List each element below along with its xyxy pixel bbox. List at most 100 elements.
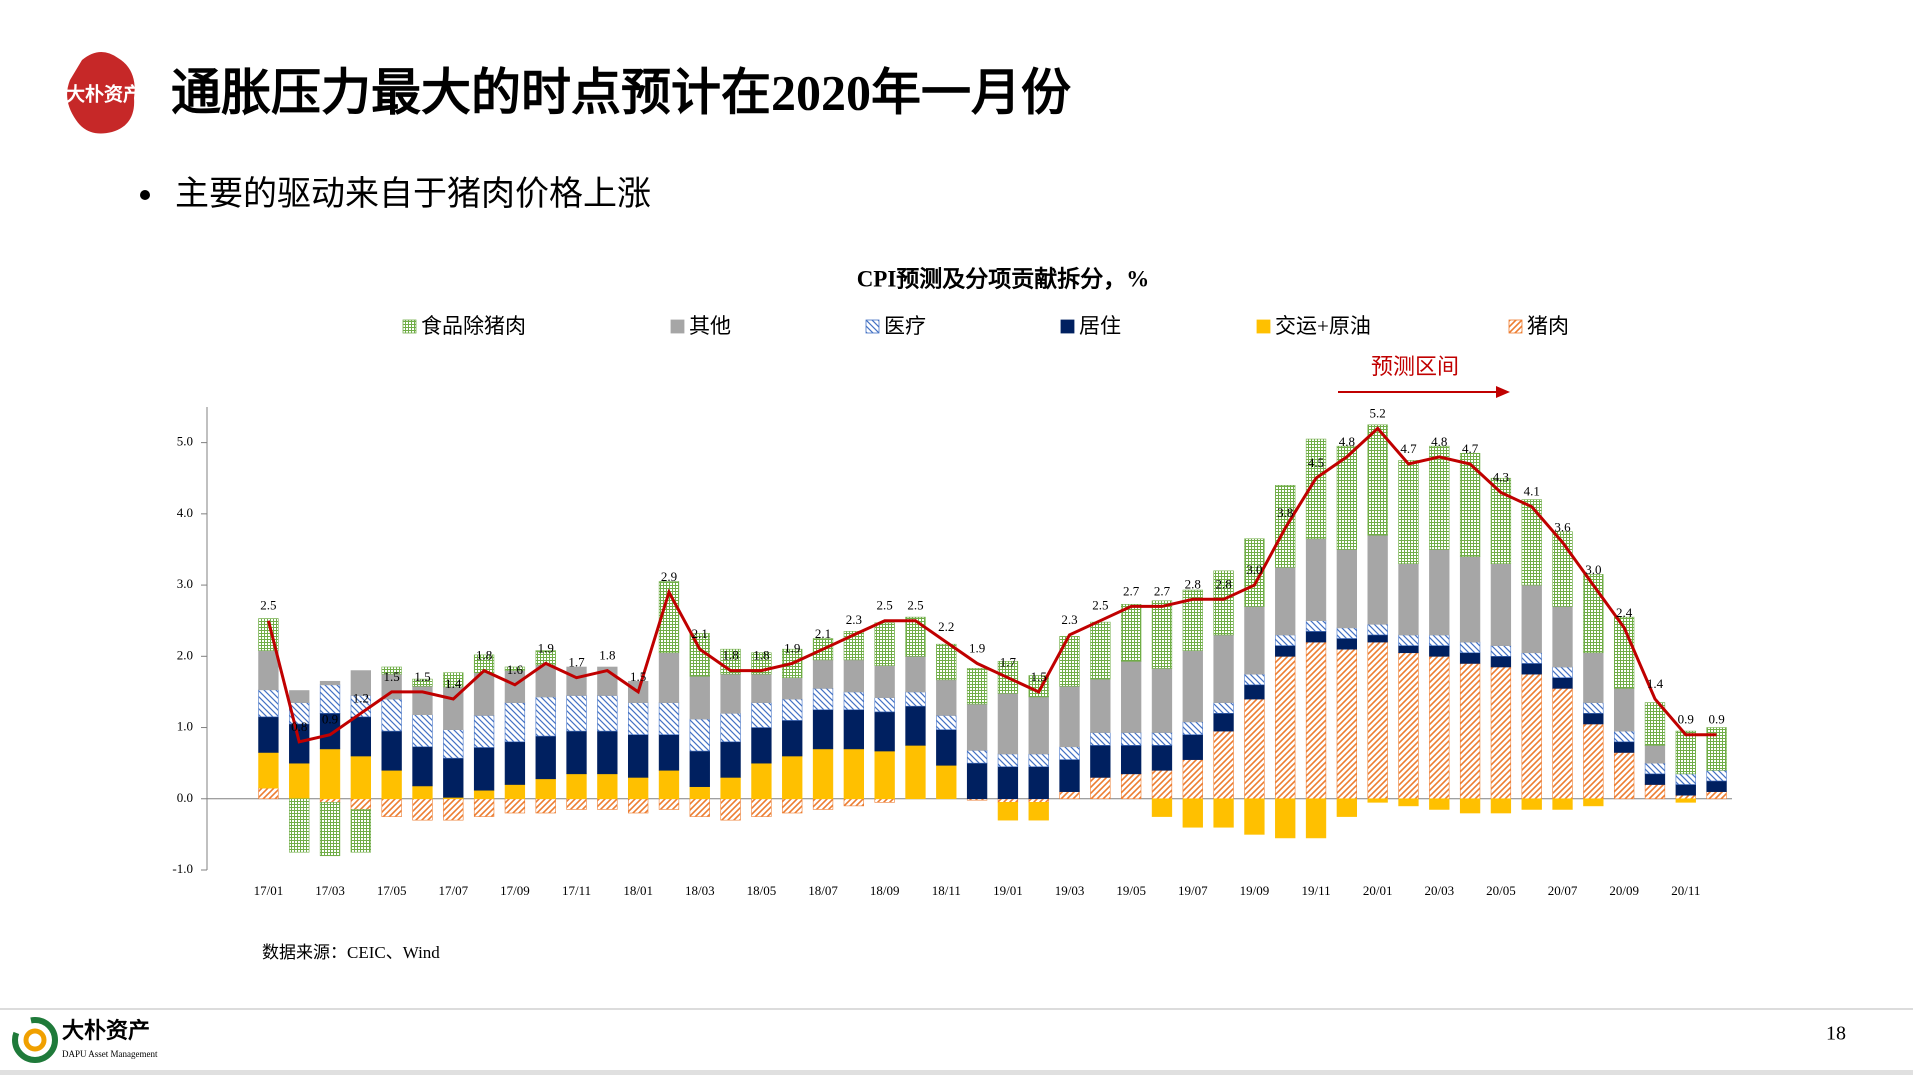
bar-segment [658, 652, 680, 703]
bar-segment [1459, 663, 1481, 800]
bar-segment [1120, 745, 1142, 775]
bar-segment [1552, 798, 1573, 810]
bar-segment [1182, 589, 1203, 651]
bar-segment [874, 711, 895, 752]
bar-segment [1151, 769, 1173, 800]
bar-segment [1459, 556, 1481, 643]
bar-segment [1305, 798, 1327, 839]
legend-label: 医疗 [884, 314, 926, 338]
bar-segment [905, 691, 926, 707]
legend-label: 其他 [689, 314, 731, 338]
bar-segment [1521, 663, 1542, 675]
bar-segment [1675, 798, 1696, 803]
bar-segment [1213, 634, 1234, 703]
bar-segment [319, 684, 341, 714]
bar-segment [1521, 499, 1542, 586]
bar-segment [1552, 688, 1573, 800]
bar-segment [1120, 773, 1142, 800]
bar-segment [566, 666, 587, 696]
data-label: 2.7 [1123, 583, 1140, 598]
bar-segment [1151, 798, 1173, 817]
bar-segment [504, 666, 526, 671]
bar-segment [258, 689, 279, 718]
x-tick-label: 17/03 [315, 883, 345, 898]
bar-segment [319, 802, 341, 857]
data-label: 1.7 [568, 655, 585, 670]
bar-segment [1675, 730, 1696, 775]
data-label: 1.4 [445, 676, 462, 691]
bar-segment [1583, 723, 1604, 800]
legend-swatch [402, 319, 417, 334]
data-label: 1.5 [630, 669, 646, 684]
y-tick-label: -1.0 [172, 861, 193, 876]
x-tick-label: 20/07 [1548, 883, 1578, 898]
bar-segment [966, 703, 988, 751]
logo-text: 大朴资产 [66, 82, 142, 105]
bar-segment [1059, 685, 1080, 748]
bar-segment [412, 678, 433, 687]
bar-segment [381, 769, 402, 800]
bar-segment [381, 666, 402, 675]
data-label: 1.5 [414, 669, 430, 684]
bar-segment [1429, 798, 1450, 810]
bar-segment [843, 659, 865, 693]
footer-logo-core [23, 1028, 47, 1052]
bar-segment [1367, 634, 1388, 643]
bar-segment [997, 693, 1019, 755]
x-tick-label: 19/05 [1116, 883, 1146, 898]
bar-segment [1367, 641, 1388, 800]
bar-segment [1090, 678, 1111, 733]
data-label: 2.1 [815, 626, 831, 641]
x-tick-label: 18/03 [685, 883, 715, 898]
footer-logo-ring [12, 1017, 58, 1063]
data-label: 4.5 [1308, 455, 1324, 470]
bar-segment [720, 673, 741, 714]
x-tick-label: 18/01 [623, 883, 653, 898]
bar-segment [1429, 645, 1450, 657]
x-tick-label: 20/11 [1671, 883, 1700, 898]
bar-segment [504, 798, 526, 814]
bar-segment [720, 777, 741, 800]
bar-segment [289, 690, 310, 703]
data-label: 2.5 [877, 598, 893, 613]
bar-segment [319, 798, 341, 803]
bar-segment [258, 787, 279, 800]
footer-brand: 大朴资产 [62, 1018, 150, 1043]
bar-segment [1305, 620, 1327, 632]
data-label: 3.8 [1277, 505, 1293, 520]
bar-segment [1398, 634, 1419, 646]
x-tick-label: 19/07 [1178, 883, 1208, 898]
bar-segment [535, 778, 556, 800]
bar-segment [658, 798, 680, 810]
bar-segment [1644, 745, 1666, 764]
bar-segment [1398, 652, 1419, 800]
x-tick-label: 20/01 [1363, 883, 1393, 898]
bar-segment [1028, 766, 1049, 800]
bar-segment [812, 748, 834, 800]
bar-segment [535, 798, 556, 814]
bar-segment [443, 672, 464, 688]
bar-segment [627, 777, 649, 800]
legend-swatch [1508, 319, 1523, 334]
bar-segment [1275, 566, 1296, 636]
data-label: 1.6 [507, 662, 524, 677]
bar-segment [689, 786, 710, 800]
bar-segment [905, 745, 926, 800]
data-label: 2.7 [1154, 583, 1171, 598]
bar-segment [1090, 732, 1111, 746]
bar-segment [1521, 652, 1542, 664]
y-tick-label: 0.0 [177, 790, 193, 805]
bar-segment [1028, 802, 1049, 821]
bar-segment [751, 702, 772, 728]
data-label: 0.9 [322, 712, 338, 727]
x-tick-label: 17/01 [254, 883, 284, 898]
data-label: 2.1 [692, 626, 708, 641]
data-label: 1.9 [969, 640, 985, 655]
bar-segment [1336, 627, 1358, 639]
bar-segment [381, 730, 402, 771]
bar-segment [566, 730, 587, 775]
x-tick-label: 17/07 [438, 883, 468, 898]
bar-segment [1120, 604, 1142, 662]
bar-segment [874, 622, 895, 666]
bar-segment [1613, 741, 1635, 753]
